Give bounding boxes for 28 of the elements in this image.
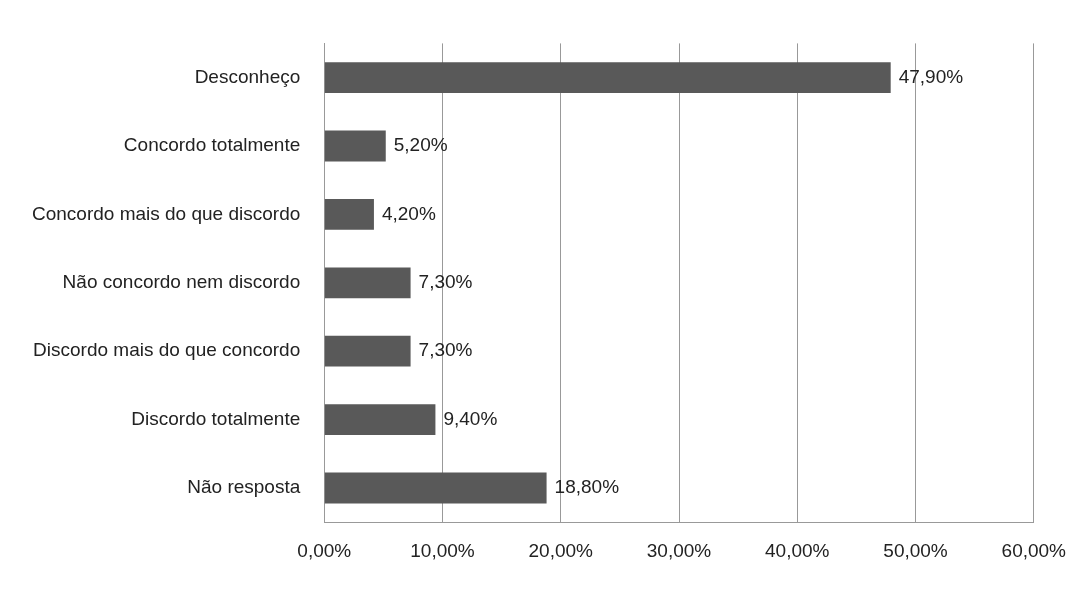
x-tick-label: 0,00% (297, 539, 352, 561)
y-tick-label: Não concordo nem discordo (62, 271, 301, 293)
y-tick-label: Concordo mais do que discordo (32, 202, 301, 224)
bar (324, 267, 411, 299)
y-tick-label: Discordo mais do que concordo (33, 339, 301, 361)
data-label: 47,90% (898, 65, 964, 87)
data-label: 18,80% (554, 476, 620, 498)
bar (324, 199, 374, 230)
x-tick-label: 30,00% (646, 539, 712, 561)
y-tick-label: Concordo totalmente (123, 134, 301, 156)
data-label: 9,40% (443, 407, 498, 429)
x-tick-label: 40,00% (765, 539, 830, 561)
data-label: 4,20% (381, 202, 436, 224)
data-label: 5,20% (393, 134, 448, 156)
bar (324, 404, 436, 435)
y-tick-label: Discordo totalmente (131, 407, 301, 429)
bar (324, 472, 547, 504)
x-tick-label: 50,00% (883, 539, 948, 561)
x-tick-label: 10,00% (410, 539, 475, 561)
bar (324, 130, 386, 162)
y-tick-label: Desconheço (194, 65, 301, 87)
y-tick-label: Não resposta (187, 476, 301, 498)
bar (324, 335, 411, 367)
x-tick-label: 60,00% (1001, 539, 1067, 561)
data-label: 7,30% (418, 339, 473, 361)
bar (324, 62, 891, 93)
data-label: 7,30% (418, 271, 473, 293)
x-tick-label: 20,00% (528, 539, 594, 561)
